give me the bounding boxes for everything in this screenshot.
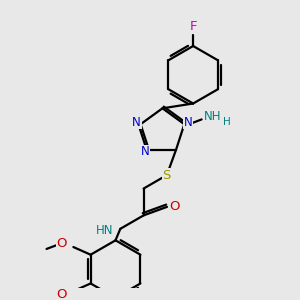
Text: N: N bbox=[141, 145, 149, 158]
Text: S: S bbox=[163, 169, 171, 182]
Text: N: N bbox=[184, 116, 193, 129]
Text: NH: NH bbox=[204, 110, 222, 123]
Text: H: H bbox=[223, 117, 230, 127]
Text: HN: HN bbox=[96, 224, 114, 237]
Text: O: O bbox=[57, 289, 67, 300]
Text: F: F bbox=[189, 20, 197, 33]
Text: N: N bbox=[132, 116, 141, 129]
Text: O: O bbox=[57, 237, 67, 250]
Text: O: O bbox=[169, 200, 180, 213]
